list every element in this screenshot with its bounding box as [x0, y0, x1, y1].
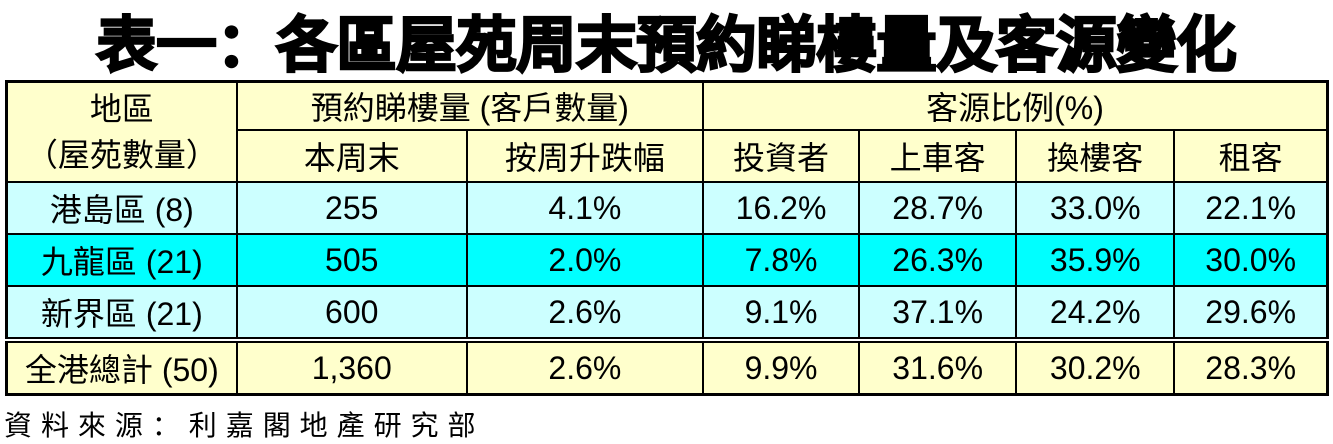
source-note: 資料來源：利嘉閣地產研究部 — [4, 410, 485, 441]
cell-weekend: 600 — [235, 285, 468, 341]
cell-wow-change: 2.6% — [465, 337, 704, 396]
header-tenant: 租客 — [1173, 129, 1329, 183]
cell-first-timer: 31.6% — [858, 337, 1018, 396]
cell-tenant: 28.3% — [1173, 337, 1329, 396]
bookings-table: 地區 （屋苑數量） 預約睇樓量 (客戶數量) 客源比例(%) 本周末 按周升跌幅… — [5, 80, 1329, 396]
cell-upgrader: 30.2% — [1015, 337, 1176, 396]
cell-weekend: 505 — [235, 233, 468, 287]
cell-first-timer: 28.7% — [858, 181, 1018, 235]
header-this-weekend: 本周末 — [235, 129, 468, 183]
page-title: 表一：各區屋苑周末預約睇樓量及客源變化 — [95, 10, 1238, 80]
cell-wow-change: 4.1% — [465, 181, 704, 235]
table-row-new-territories: 新界區 (21) 600 2.6% 9.1% 37.1% 24.2% 29.6% — [5, 285, 1329, 341]
cell-investor: 9.1% — [701, 285, 861, 341]
header-source-group: 客源比例(%) — [701, 80, 1329, 131]
header-district-line2: （屋苑數量） — [25, 137, 218, 173]
table-row-total: 全港總計 (50) 1,360 2.6% 9.9% 31.6% 30.2% 28… — [5, 337, 1329, 396]
cell-tenant: 30.0% — [1173, 233, 1329, 287]
cell-first-timer: 26.3% — [858, 233, 1018, 287]
cell-district: 港島區 (8) — [5, 181, 238, 235]
cell-tenant: 29.6% — [1173, 285, 1329, 341]
header-row-groups: 地區 （屋苑數量） 預約睇樓量 (客戶數量) 客源比例(%) — [5, 80, 1329, 183]
cell-district: 新界區 (21) — [5, 285, 238, 341]
header-wow-change: 按周升跌幅 — [465, 129, 704, 183]
cell-first-timer: 37.1% — [858, 285, 1018, 341]
cell-weekend: 1,360 — [235, 337, 468, 396]
cell-weekend: 255 — [235, 181, 468, 235]
header-row-subcolumns: 本周末 按周升跌幅 投資者 上車客 換樓客 租客 — [7, 129, 1329, 183]
cell-district: 全港總計 (50) — [5, 337, 238, 396]
cell-district: 九龍區 (21) — [5, 233, 238, 287]
cell-upgrader: 24.2% — [1015, 285, 1176, 341]
cell-investor: 9.9% — [701, 337, 861, 396]
cell-wow-change: 2.0% — [465, 233, 704, 287]
header-first-timer: 上車客 — [858, 129, 1018, 183]
header-upgrader: 換樓客 — [1015, 129, 1176, 183]
table-row-hk-island: 港島區 (8) 255 4.1% 16.2% 28.7% 33.0% 22.1% — [5, 181, 1329, 235]
header-bookings-group: 預約睇樓量 (客戶數量) — [235, 80, 704, 131]
cell-tenant: 22.1% — [1173, 181, 1329, 235]
cell-upgrader: 35.9% — [1015, 233, 1176, 287]
table-row-kowloon: 九龍區 (21) 505 2.0% 7.8% 26.3% 35.9% 30.0% — [5, 233, 1329, 287]
header-investor: 投資者 — [701, 129, 861, 183]
header-district: 地區 （屋苑數量） — [5, 80, 238, 183]
cell-wow-change: 2.6% — [465, 285, 704, 341]
cell-investor: 7.8% — [701, 233, 861, 287]
cell-upgrader: 33.0% — [1015, 181, 1176, 235]
header-district-line1: 地區 — [89, 90, 154, 127]
cell-investor: 16.2% — [701, 181, 861, 235]
